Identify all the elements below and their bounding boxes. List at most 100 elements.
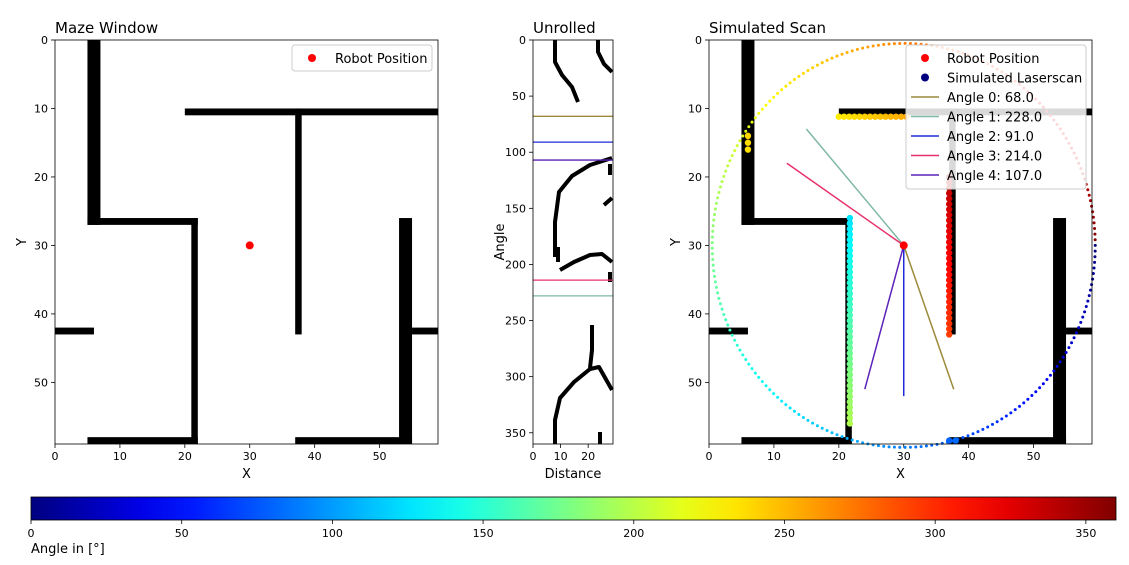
scan-circle-point bbox=[806, 418, 810, 422]
colorbar-tick-label: 50 bbox=[175, 527, 189, 540]
maze-xtick-label: 10 bbox=[113, 450, 127, 463]
scan-hit-point bbox=[744, 139, 752, 146]
scan-circle-point bbox=[717, 296, 721, 300]
colorbar-tick-label: 200 bbox=[623, 527, 644, 540]
scan-hit-point bbox=[866, 113, 874, 120]
scan-hit-point bbox=[846, 301, 854, 308]
maze-window-chart: 0 10 20 30 40 50 0 10 20 30 40 50 X Y Robot Position bbox=[15, 34, 439, 482]
scan-circle-point bbox=[730, 333, 734, 337]
scan-circle-point bbox=[995, 420, 999, 424]
scan-circle-point bbox=[1083, 310, 1087, 314]
scan-circle-point bbox=[1077, 326, 1081, 330]
scan-circle-point bbox=[855, 439, 859, 443]
scan-hit-point bbox=[945, 260, 953, 268]
scan-circle-point bbox=[971, 432, 975, 436]
scan-circle-point bbox=[1087, 193, 1091, 197]
scan-circle-point bbox=[981, 427, 985, 431]
scan-circle-point bbox=[713, 207, 717, 211]
scan-hit-point bbox=[846, 274, 854, 281]
maze-background bbox=[55, 40, 438, 444]
scan-wall bbox=[1053, 218, 1067, 444]
scan-circle-point bbox=[861, 441, 865, 445]
scan-circle-point bbox=[882, 43, 886, 47]
scan-hit-point bbox=[877, 113, 884, 120]
scan-circle-point bbox=[1086, 299, 1090, 303]
simulated-scan-chart: 0 10 20 30 40 50 0 10 20 30 40 50 X Y Robot Position Si… bbox=[669, 34, 1097, 482]
scan-circle-point bbox=[735, 144, 739, 148]
scan-circle-point bbox=[1038, 386, 1042, 390]
scan-hit-point bbox=[945, 437, 953, 444]
scan-circle-point bbox=[710, 241, 714, 245]
unrolled-wall-trace bbox=[588, 325, 594, 369]
scan-circle-point bbox=[835, 54, 839, 58]
scan-circle-point bbox=[730, 154, 734, 158]
scan-hit-point bbox=[945, 190, 953, 197]
unrolled-ytick-label: 150 bbox=[505, 202, 526, 215]
scan-hit-point bbox=[846, 231, 854, 238]
scan-circle-point bbox=[1092, 221, 1096, 225]
scan-circle-point bbox=[744, 358, 748, 362]
scan-hit-point bbox=[945, 276, 953, 284]
maze-wall bbox=[399, 218, 413, 444]
maze-xtick-label: 50 bbox=[373, 450, 387, 463]
scan-circle-point bbox=[1079, 320, 1083, 324]
scan-hit-point bbox=[846, 414, 854, 422]
scan-hit-point bbox=[945, 266, 953, 273]
scan-wall bbox=[1066, 327, 1092, 335]
scan-hit-point bbox=[846, 366, 854, 373]
scan-xtick-label: 50 bbox=[1027, 450, 1041, 463]
scan-circle-point bbox=[712, 269, 716, 273]
scan-ylabel: Y bbox=[669, 238, 684, 247]
scan-hit-point bbox=[846, 420, 854, 427]
scan-circle-point bbox=[1064, 350, 1068, 354]
maze-wall bbox=[295, 108, 302, 335]
scan-circle-point bbox=[820, 426, 824, 430]
scan-hit-point bbox=[846, 268, 854, 276]
scan-legend-label: Angle 1: 228.0 bbox=[947, 111, 1042, 126]
scan-circle-point bbox=[1090, 204, 1094, 208]
scan-hit-point bbox=[945, 195, 953, 202]
scan-circle-point bbox=[1093, 238, 1097, 242]
scan-circle-point bbox=[914, 445, 918, 449]
scan-hit-point bbox=[846, 382, 854, 389]
scan-wall bbox=[741, 40, 755, 225]
scan-circle-point bbox=[1087, 294, 1091, 298]
scan-circle-point bbox=[820, 61, 824, 65]
scan-wall bbox=[949, 437, 1067, 444]
unrolled-ytick-label: 300 bbox=[505, 371, 526, 384]
scan-circle-point bbox=[1048, 373, 1052, 377]
scan-circle-point bbox=[835, 433, 839, 437]
colorbar-bar bbox=[30, 496, 1117, 521]
unrolled-ytick-label: 200 bbox=[505, 258, 526, 271]
scan-circle-point bbox=[713, 213, 716, 217]
scan-hit-point bbox=[856, 113, 863, 120]
scan-circle-point bbox=[784, 403, 788, 407]
scan-circle-point bbox=[757, 111, 761, 115]
colorbar-tick-label: 350 bbox=[1075, 527, 1096, 540]
scan-hit-point bbox=[851, 113, 858, 120]
scan-circle-point bbox=[710, 246, 714, 250]
scan-hit-point bbox=[945, 222, 953, 230]
scan-circle-point bbox=[733, 338, 737, 342]
scan-robot-marker bbox=[899, 241, 908, 250]
scan-circle-point bbox=[728, 328, 732, 332]
unrolled-ytick-label: 50 bbox=[512, 90, 526, 103]
maze-wall bbox=[87, 437, 198, 444]
scan-circle-point bbox=[741, 353, 745, 357]
scan-circle-point bbox=[1093, 243, 1097, 247]
scan-circle-point bbox=[1091, 215, 1095, 219]
scan-circle-point bbox=[744, 129, 748, 133]
maze-xtick-label: 40 bbox=[308, 450, 322, 463]
unrolled-ytick-label: 250 bbox=[505, 315, 526, 328]
scan-circle-point bbox=[720, 307, 724, 311]
scan-circle-point bbox=[1088, 288, 1092, 292]
colorbar-label: Angle in [°] bbox=[31, 542, 105, 557]
scan-circle-point bbox=[806, 68, 810, 72]
scan-circle-point bbox=[747, 125, 751, 129]
scan-hit-point bbox=[846, 285, 854, 292]
scan-circle-point bbox=[772, 392, 776, 396]
scan-wall bbox=[949, 108, 956, 335]
scan-circle-point bbox=[866, 45, 870, 49]
scan-xtick-label: 10 bbox=[767, 450, 781, 463]
scan-circle-point bbox=[892, 42, 896, 46]
